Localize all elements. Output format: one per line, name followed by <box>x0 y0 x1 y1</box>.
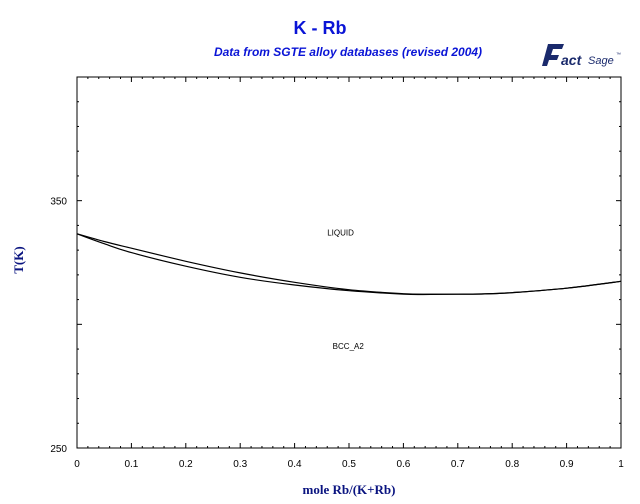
x-tick-label: 0.5 <box>342 459 356 470</box>
x-axis-label: mole Rb/(K+Rb) <box>302 482 396 497</box>
phase-label: LIQUID <box>327 228 354 237</box>
x-tick-label: 0.2 <box>179 459 193 470</box>
series-solidus <box>76 233 622 296</box>
plot-frame <box>76 76 622 449</box>
chart-subtitle: Data from SGTE alloy databases (revised … <box>213 45 483 59</box>
x-tick-label: 0.8 <box>505 459 519 470</box>
x-tick-label: 0.9 <box>560 459 574 470</box>
phase-label: BCC_A2 <box>333 342 365 351</box>
x-tick-label: 0.4 <box>288 459 302 470</box>
y-tick-label: 250 <box>50 444 67 455</box>
series-liquidus <box>76 233 622 295</box>
factsage-logo: act Sage ™ <box>542 44 621 68</box>
x-tick-label: 0 <box>74 459 80 470</box>
x-tick-label: 0.1 <box>124 459 138 470</box>
svg-text:Sage: Sage <box>588 55 614 67</box>
y-tick-label: 350 <box>50 197 67 208</box>
x-tick-label: 0.6 <box>396 459 410 470</box>
x-tick-label: 1 <box>618 459 624 470</box>
x-tick-label: 0.3 <box>233 459 247 470</box>
svg-text:act: act <box>561 52 583 68</box>
svg-text:™: ™ <box>616 52 621 58</box>
chart-title: K - Rb <box>293 18 347 38</box>
x-tick-label: 0.7 <box>451 459 465 470</box>
